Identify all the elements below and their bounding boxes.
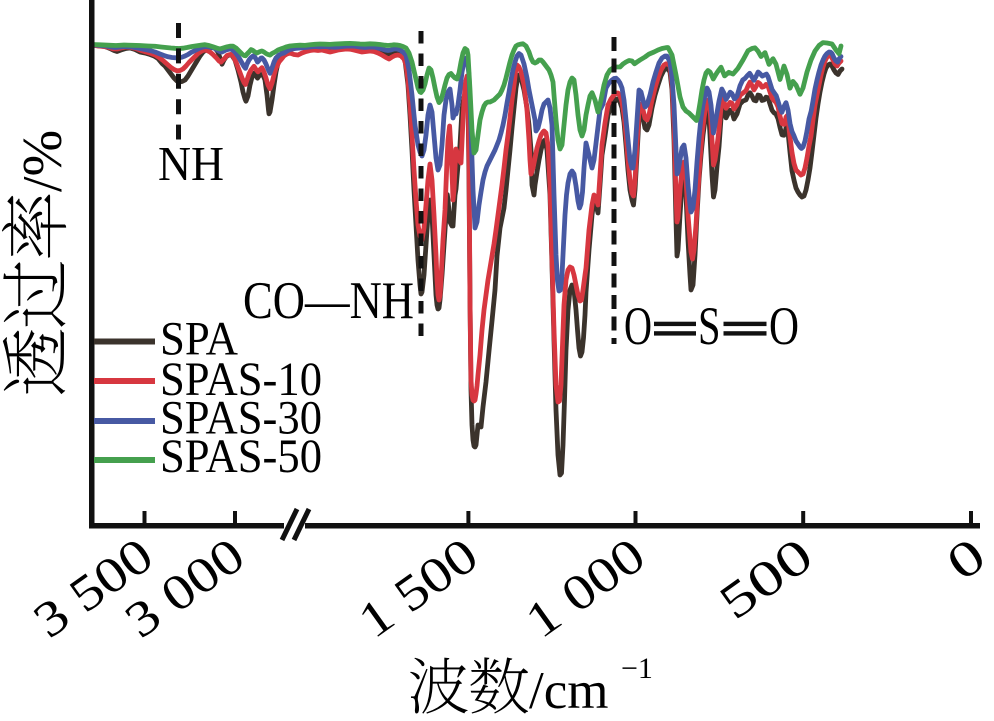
svg-text:/%: /% — [12, 130, 74, 192]
svg-text:/cm: /cm — [529, 662, 608, 716]
svg-text:O: O — [624, 296, 652, 356]
svg-text:SPAS-30: SPAS-30 — [160, 392, 322, 445]
svg-text:S: S — [698, 296, 721, 356]
svg-text:NH: NH — [158, 136, 224, 191]
svg-text:SPAS-10: SPAS-10 — [160, 353, 322, 406]
svg-text:SPA: SPA — [160, 313, 238, 366]
svg-text:−1: −1 — [621, 652, 653, 685]
svg-text:CO—NH: CO—NH — [243, 272, 414, 330]
svg-text:SPAS-50: SPAS-50 — [160, 430, 322, 483]
svg-text:O: O — [769, 296, 799, 356]
